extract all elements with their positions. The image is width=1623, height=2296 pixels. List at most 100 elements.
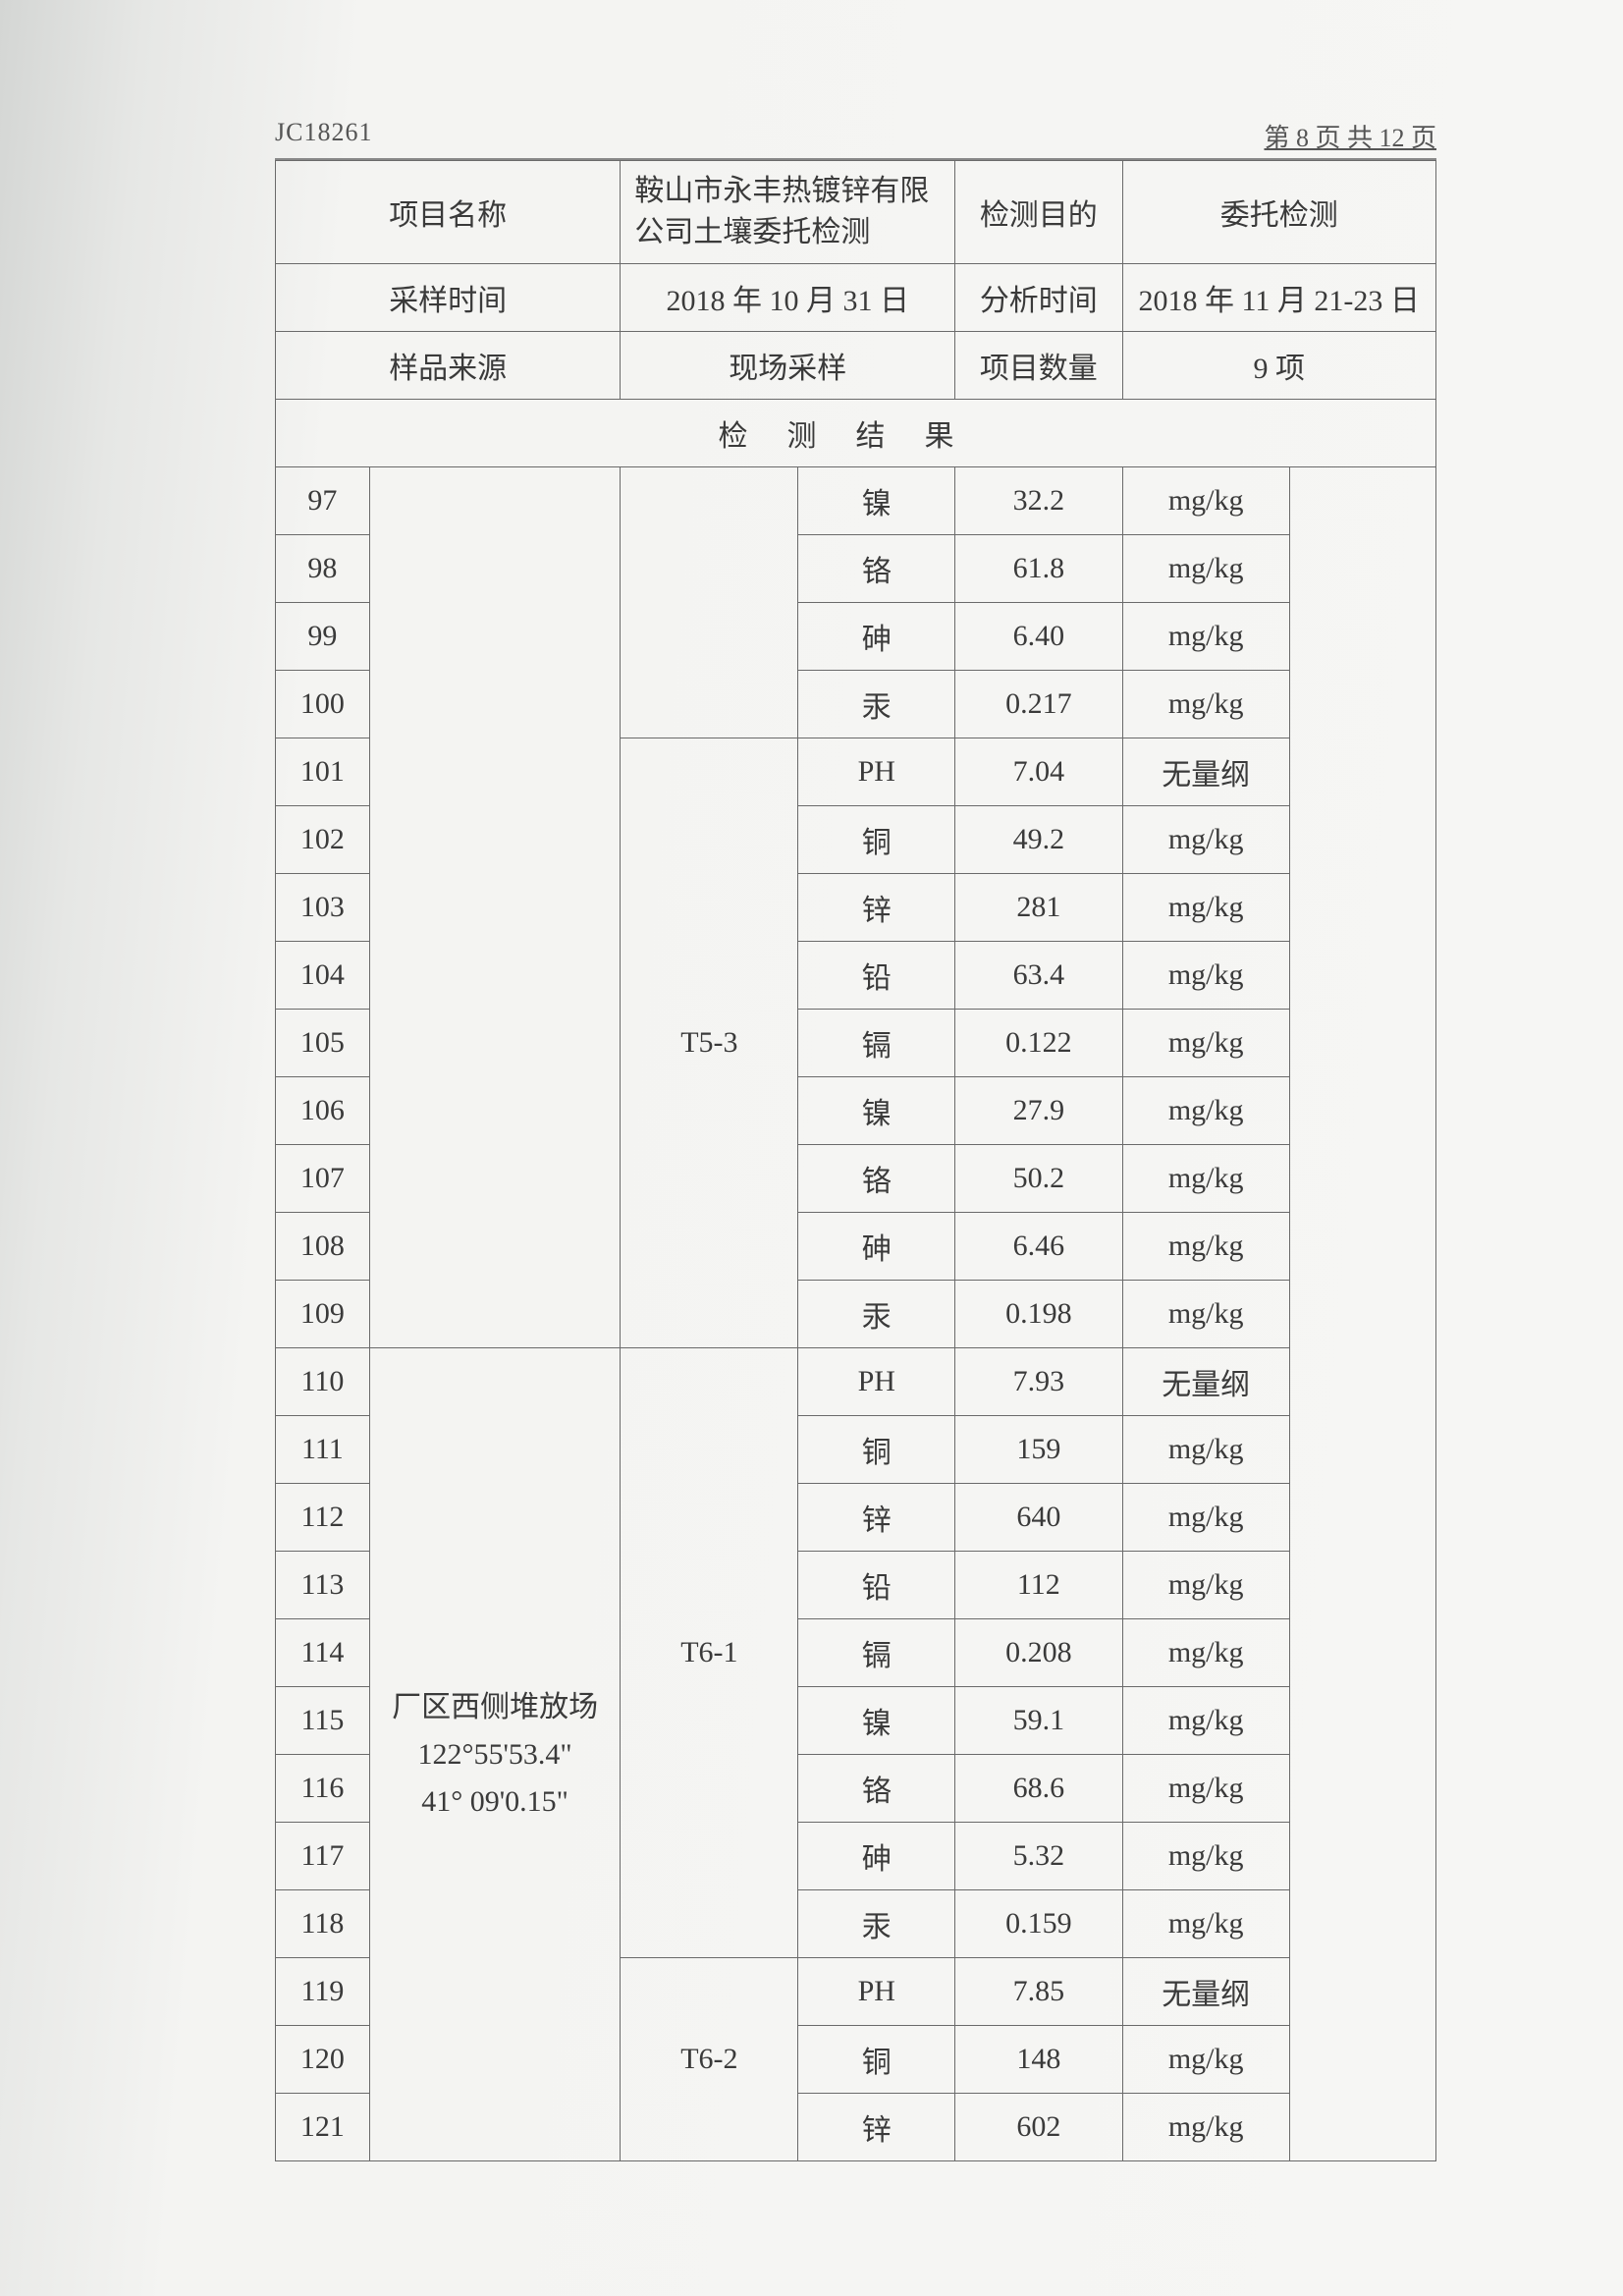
unit: mg/kg [1122, 1619, 1289, 1687]
value: 59.1 [955, 1687, 1122, 1755]
value: 68.6 [955, 1755, 1122, 1823]
value: 49.2 [955, 806, 1122, 874]
unit: mg/kg [1122, 1213, 1289, 1281]
row-index: 103 [276, 874, 370, 942]
value: 61.8 [955, 535, 1122, 603]
page-header: JC18261 第 8 页 共 12 页 [275, 118, 1436, 160]
parameter: PH [798, 1348, 955, 1416]
unit: mg/kg [1122, 806, 1289, 874]
meta-label-project: 项目名称 [276, 161, 621, 264]
sample-id: T5-3 [621, 738, 798, 1348]
row-index: 118 [276, 1890, 370, 1958]
value: 281 [955, 874, 1122, 942]
unit: mg/kg [1122, 1416, 1289, 1484]
meta-row-3: 样品来源 现场采样 项目数量 9 项 [276, 332, 1436, 400]
page-number: 第 8 页 共 12 页 [1264, 118, 1436, 154]
value: 5.32 [955, 1823, 1122, 1890]
value: 0.198 [955, 1281, 1122, 1348]
unit: mg/kg [1122, 1077, 1289, 1145]
unit: 无量纲 [1122, 1958, 1289, 2026]
row-index: 114 [276, 1619, 370, 1687]
meta-row-1: 项目名称 鞍山市永丰热镀锌有限公司土壤委托检测 检测目的 委托检测 [276, 161, 1436, 264]
unit: mg/kg [1122, 1484, 1289, 1552]
row-index: 105 [276, 1010, 370, 1077]
value: 148 [955, 2026, 1122, 2094]
meta-value-analysis-date: 2018 年 11 月 21-23 日 [1122, 264, 1436, 332]
parameter: 铬 [798, 1145, 955, 1213]
value: 63.4 [955, 942, 1122, 1010]
value: 32.2 [955, 467, 1122, 535]
unit: mg/kg [1122, 1552, 1289, 1619]
value: 602 [955, 2094, 1122, 2161]
section-title-row: 检测结果 [276, 400, 1436, 467]
row-index: 104 [276, 942, 370, 1010]
unit: mg/kg [1122, 603, 1289, 671]
parameter: 镍 [798, 1077, 955, 1145]
value: 0.159 [955, 1890, 1122, 1958]
parameter: 铅 [798, 1552, 955, 1619]
meta-value-count: 9 项 [1122, 332, 1436, 400]
row-index: 99 [276, 603, 370, 671]
sample-id: T6-2 [621, 1958, 798, 2161]
parameter: 锌 [798, 874, 955, 942]
parameter: 铬 [798, 535, 955, 603]
parameter: PH [798, 1958, 955, 2026]
value: 0.208 [955, 1619, 1122, 1687]
parameter: 镍 [798, 1687, 955, 1755]
parameter: 镉 [798, 1010, 955, 1077]
scanned-page: JC18261 第 8 页 共 12 页 项目名称 鞍山市永丰热镀锌有限公司土壤… [0, 0, 1623, 2296]
value: 27.9 [955, 1077, 1122, 1145]
unit: mg/kg [1122, 1890, 1289, 1958]
row-index: 111 [276, 1416, 370, 1484]
location-cell: 厂区西侧堆放场122°55'53.4"41° 09'0.15" [369, 1348, 621, 2161]
parameter: 镉 [798, 1619, 955, 1687]
row-index: 112 [276, 1484, 370, 1552]
unit: mg/kg [1122, 535, 1289, 603]
parameter: 锌 [798, 2094, 955, 2161]
parameter: 铜 [798, 2026, 955, 2094]
unit: mg/kg [1122, 1823, 1289, 1890]
value: 0.122 [955, 1010, 1122, 1077]
parameter: PH [798, 738, 955, 806]
row-index: 113 [276, 1552, 370, 1619]
sample-id: T6-1 [621, 1348, 798, 1958]
row-index: 109 [276, 1281, 370, 1348]
parameter: 汞 [798, 1281, 955, 1348]
row-index: 107 [276, 1145, 370, 1213]
value: 640 [955, 1484, 1122, 1552]
unit: 无量纲 [1122, 738, 1289, 806]
unit: mg/kg [1122, 874, 1289, 942]
value: 112 [955, 1552, 1122, 1619]
row-index: 97 [276, 467, 370, 535]
table-row: 110厂区西侧堆放场122°55'53.4"41° 09'0.15"T6-1PH… [276, 1348, 1436, 1416]
row-index: 117 [276, 1823, 370, 1890]
document-id: JC18261 [275, 118, 372, 154]
sample-id [621, 467, 798, 738]
parameter: 锌 [798, 1484, 955, 1552]
parameter: 砷 [798, 603, 955, 671]
value: 7.04 [955, 738, 1122, 806]
section-title: 检测结果 [276, 400, 1436, 467]
unit: mg/kg [1122, 1145, 1289, 1213]
parameter: 汞 [798, 1890, 955, 1958]
unit: mg/kg [1122, 1010, 1289, 1077]
row-index: 110 [276, 1348, 370, 1416]
row-index: 116 [276, 1755, 370, 1823]
blank-column [1289, 467, 1435, 2161]
meta-label-source: 样品来源 [276, 332, 621, 400]
parameter: 镍 [798, 467, 955, 535]
row-index: 98 [276, 535, 370, 603]
meta-value-sample-date: 2018 年 10 月 31 日 [621, 264, 955, 332]
value: 0.217 [955, 671, 1122, 738]
meta-row-2: 采样时间 2018 年 10 月 31 日 分析时间 2018 年 11 月 2… [276, 264, 1436, 332]
value: 7.85 [955, 1958, 1122, 2026]
value: 7.93 [955, 1348, 1122, 1416]
value: 50.2 [955, 1145, 1122, 1213]
unit: mg/kg [1122, 671, 1289, 738]
meta-label-sample-date: 采样时间 [276, 264, 621, 332]
row-index: 119 [276, 1958, 370, 2026]
meta-value-source: 现场采样 [621, 332, 955, 400]
unit: mg/kg [1122, 2094, 1289, 2161]
row-index: 120 [276, 2026, 370, 2094]
unit: 无量纲 [1122, 1348, 1289, 1416]
